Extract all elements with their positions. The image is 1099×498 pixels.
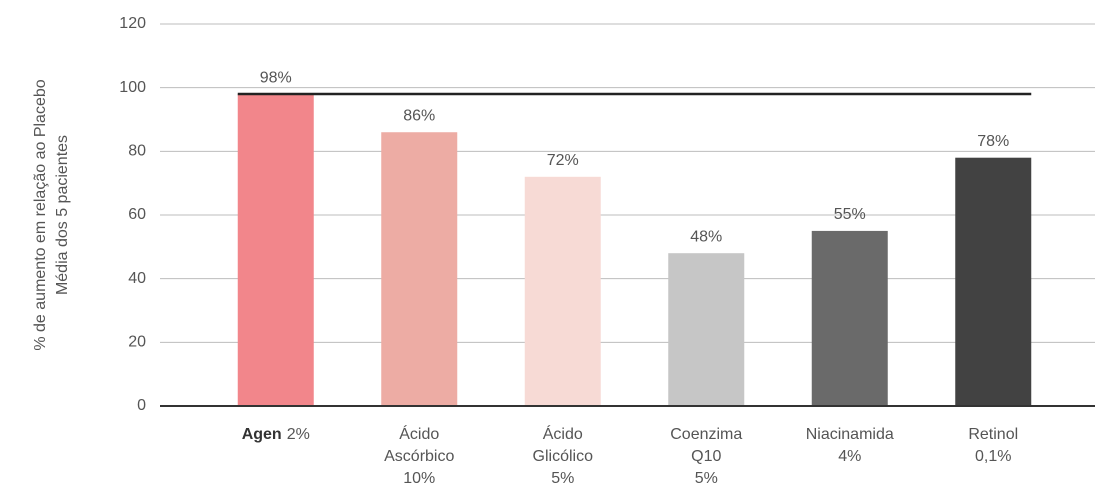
x-tick-label: Ascórbico (384, 448, 454, 465)
x-tick-label: Retinol (968, 426, 1018, 443)
x-tick-label: Niacinamida (806, 426, 894, 443)
x-tick-label: 0,1% (975, 448, 1011, 465)
bar (811, 230, 888, 406)
y-tick-label: 20 (128, 334, 146, 351)
y-tick-label: 0 (137, 397, 146, 414)
x-tick-label-bold: Agen (242, 426, 282, 443)
x-tick-label: 4% (838, 448, 861, 465)
x-tick-label: 5% (695, 470, 718, 487)
x-tick-label-part: 2% (287, 426, 310, 443)
value-label: 48% (690, 228, 722, 245)
y-tick-label: 80 (128, 143, 146, 160)
x-tick-label: Agen 2% (242, 426, 310, 443)
y-tick-label: 120 (119, 15, 146, 32)
value-label: 72% (547, 152, 579, 169)
value-label: 98% (260, 69, 292, 86)
y-tick-label: 100 (119, 79, 146, 96)
value-label: 55% (834, 206, 866, 223)
y-tick-label: 40 (128, 270, 146, 287)
y-axis-label: % de aumento em relação ao Placebo Média … (32, 79, 71, 350)
x-tick-label: Glicólico (533, 448, 594, 465)
bar (381, 132, 458, 406)
x-tick-label: Q10 (691, 448, 721, 465)
x-tick-label: 10% (403, 470, 435, 487)
bar (237, 94, 314, 407)
bar (955, 157, 1032, 406)
bar (668, 253, 745, 406)
value-label: 78% (977, 133, 1009, 150)
bar (524, 176, 601, 406)
x-tick-label: Coenzima (670, 426, 742, 443)
x-tick-label: Ácido (543, 424, 583, 443)
y-tick-label: 60 (128, 206, 146, 223)
y-axis-label-line: % de aumento em relação ao Placebo (32, 79, 49, 350)
value-label: 86% (403, 107, 435, 124)
x-tick-label: 5% (551, 470, 574, 487)
x-tick-label: Ácido (399, 424, 439, 443)
y-axis-label-line: Média dos 5 pacientes (54, 135, 71, 295)
